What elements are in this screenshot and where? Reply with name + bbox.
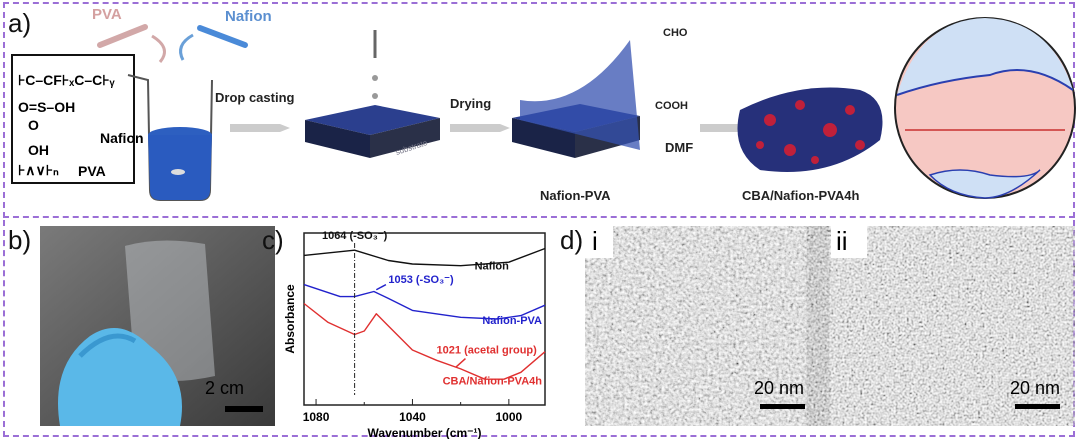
cooh-label: COOH [655,100,688,112]
tem-i-label: i [592,226,598,256]
x-axis-label: Wavenumber (cm⁻¹) [368,426,482,439]
svg-text:O=S–OH: O=S–OH [18,99,75,115]
scale-bar-i: 20 nm [754,378,805,398]
series-label: Nafion-PVA [482,315,542,327]
svg-text:OH: OH [28,142,49,158]
series-label: Nafion [475,260,510,272]
nafion-label: Nafion [225,8,272,25]
pva-label: PVA [92,6,122,23]
x-tick-label: 1040 [399,410,426,424]
annotation-1021: 1021 (acetal group) [437,344,538,356]
panel-a-scheme: ⊦C–CF⊦ₓC–C⊦ᵧ O=S–OH O OH ⊦∧∨⊦ₙ [11,17,1076,201]
panel-b-label: b) [8,225,32,255]
panel-a-label: a) [8,8,32,38]
tem-ii-label: ii [836,226,848,256]
plot-frame [303,232,546,406]
drop-casting-label: Drop casting [215,90,295,105]
tem-images [585,226,1075,426]
struct-pva-label: PVA [78,163,106,179]
cho-label: CHO [663,27,688,39]
tem-image-ii [831,226,1075,426]
nafion-pva-label: Nafion-PVA [540,188,611,203]
svg-text:⊦∧∨⊦ₙ: ⊦∧∨⊦ₙ [18,162,59,178]
ftir-chart: 1080 1040 1000 Wavenumber (cm⁻¹) Absorbance N… [283,230,546,439]
svg-text:⊦C–CF⊦ₓC–C⊦ᵧ: ⊦C–CF⊦ₓC–C⊦ᵧ [18,72,116,88]
annotation-1053: 1053 (-SO₃⁻) [388,274,454,286]
svg-text:O: O [28,117,39,133]
cba-label: CBA/Nafion-PVA4h [742,188,860,203]
series-label: CBA/Nafion-PVA4h [443,375,543,387]
struct-nafion-label: Nafion [100,130,144,146]
annotation-1064: 1064 (-SO₃⁻) [322,230,388,242]
tem-image-i [585,226,807,426]
drying-label: Drying [450,96,492,111]
y-axis-label: Absorbance [283,284,297,354]
film-photo [40,226,275,426]
x-tick-label: 1000 [495,410,522,424]
annotation-arrow-1021 [455,358,466,368]
dmf-label: DMF [665,140,694,155]
panel-c-label: c) [262,225,284,255]
scale-bar-ii: 20 nm [1010,378,1061,398]
panel-d-label: d) [560,225,584,255]
series-line-1 [303,283,546,320]
annotation-arrow-1053 [375,283,387,291]
x-tick-label: 1080 [303,410,330,424]
scale-bar-b: 2 cm [205,378,245,398]
